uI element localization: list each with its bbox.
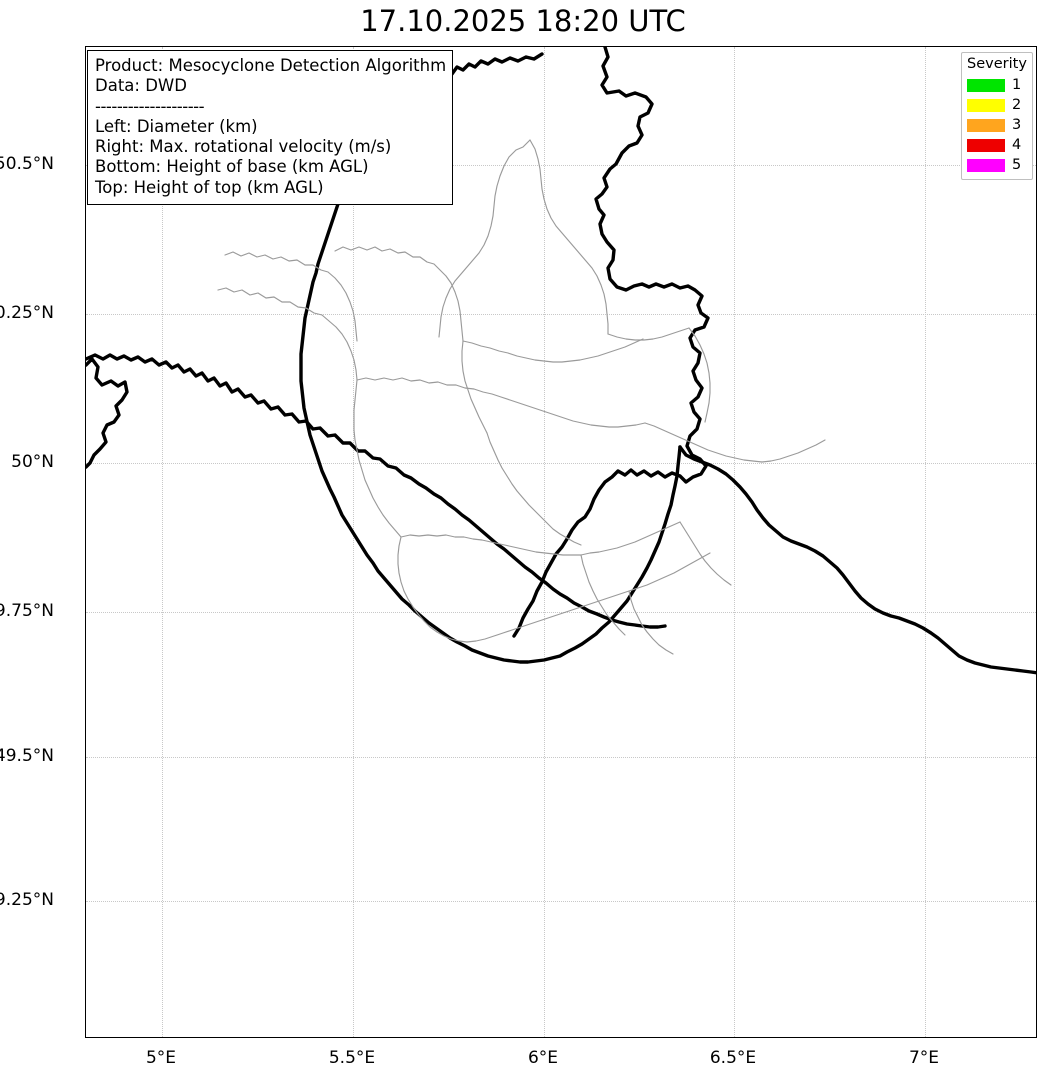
map-geometry [86, 47, 1036, 675]
page-title: 17.10.2025 18:20 UTC [360, 4, 686, 38]
district-border-18 [628, 552, 711, 592]
district-border-3 [334, 246, 464, 342]
info-line-data: Data: DWD [95, 76, 187, 96]
product-info-box: Product: Mesocyclone Detection Algorithm… [87, 50, 453, 206]
gridline-h-50n [86, 463, 1036, 464]
severity-value-4: 4 [1012, 137, 1022, 153]
gridline-h-50-5n [86, 165, 1036, 166]
district-border-19 [628, 590, 674, 655]
district-border-1 [438, 139, 531, 338]
x-tick-6: 6°E [527, 1048, 559, 1068]
gridline-v-6-5e [734, 47, 735, 1037]
district-border-10 [461, 340, 488, 434]
severity-swatch-3 [967, 118, 1005, 132]
severity-value-5: 5 [1012, 157, 1022, 173]
severity-swatch-5 [967, 158, 1005, 172]
district-border-21 [688, 327, 711, 423]
district-border-8 [400, 534, 582, 556]
x-tick-5: 5°E [145, 1048, 177, 1068]
district-border-17 [466, 590, 630, 643]
info-line-product: Product: Mesocyclone Detection Algorithm [95, 56, 447, 75]
border-be-west-bulge [86, 357, 129, 469]
severity-swatch-4 [967, 138, 1005, 152]
gridline-h-50-25n [86, 314, 1036, 315]
info-separator: -------------------- [95, 96, 205, 116]
severity-legend-row-2: 2 [967, 95, 1027, 115]
severity-legend-row-3: 3 [967, 115, 1027, 135]
gridline-h-49-5n [86, 757, 1036, 758]
severity-value-1: 1 [1012, 77, 1022, 93]
district-border-6 [356, 377, 646, 428]
y-tick-50: 50°N [11, 452, 54, 472]
border-de-fr-southeast [678, 445, 1036, 675]
border-de-nl-north [512, 47, 710, 638]
info-line-left-diameter: Left: Diameter (km) [95, 116, 258, 136]
district-border-4 [224, 251, 358, 342]
district-border-7 [353, 379, 402, 538]
district-border-13 [580, 521, 681, 556]
gridline-v-5e [162, 47, 163, 1037]
x-tick-5-5: 5.5°E [328, 1048, 376, 1068]
severity-legend-row-4: 4 [967, 135, 1027, 155]
district-border-15 [486, 432, 582, 546]
gridline-v-6e [544, 47, 545, 1037]
y-tick-50-5: 50.5°N [0, 154, 54, 174]
severity-swatch-2 [967, 98, 1005, 112]
severity-value-2: 2 [1012, 97, 1022, 113]
gridline-v-5-5e [353, 47, 354, 1037]
district-border-22 [761, 439, 826, 463]
district-border-20 [679, 521, 732, 586]
severity-value-3: 3 [1012, 117, 1022, 133]
district-border-14 [580, 554, 626, 636]
x-tick-6-5: 6.5°E [709, 1048, 757, 1068]
info-line-bottom-base: Bottom: Height of base (km AGL) [95, 157, 369, 177]
border-be-fr-west [86, 353, 667, 629]
y-tick-49-25: 49.25°N [0, 890, 54, 910]
map-plot-area[interactable] [85, 46, 1037, 1038]
gridline-h-49-75n [86, 612, 1036, 613]
info-line-top-top: Top: Height of top (km AGL) [95, 177, 324, 197]
y-tick-50-25: 50.25°N [0, 303, 54, 323]
x-tick-7: 7°E [908, 1048, 940, 1068]
severity-legend-title: Severity [967, 56, 1027, 72]
gridline-v-7e [925, 47, 926, 1037]
y-tick-49-75: 49.75°N [0, 601, 54, 621]
info-line-right-velocity: Right: Max. rotational velocity (m/s) [95, 137, 392, 157]
severity-legend-row-1: 1 [967, 75, 1027, 95]
district-border-5 [217, 287, 358, 381]
district-border-9 [462, 338, 644, 363]
severity-legend: Severity 1 2 3 4 5 [961, 52, 1033, 180]
district-border-16 [397, 536, 468, 643]
y-tick-49-5: 49.5°N [0, 746, 54, 766]
district-border-12 [644, 422, 763, 463]
severity-swatch-1 [967, 78, 1005, 92]
gridline-h-49-25n [86, 901, 1036, 902]
district-border-11 [607, 327, 690, 341]
district-border-2 [529, 139, 609, 335]
severity-legend-row-5: 5 [967, 155, 1027, 175]
